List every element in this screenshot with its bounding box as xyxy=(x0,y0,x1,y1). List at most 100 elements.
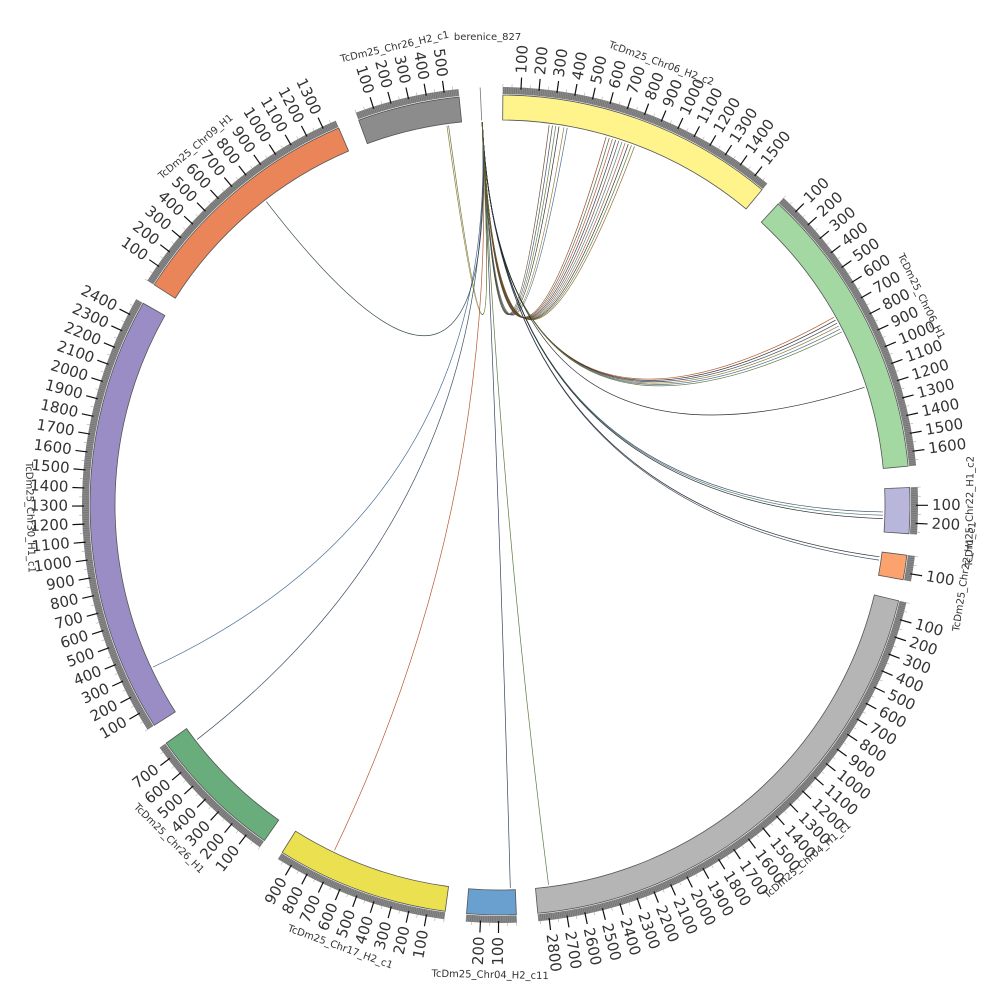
minor-tick xyxy=(905,570,913,573)
minor-tick xyxy=(735,841,740,848)
major-tick xyxy=(129,712,141,720)
minor-tick xyxy=(855,295,862,300)
minor-tick xyxy=(885,646,893,650)
minor-tick xyxy=(333,882,338,889)
segment-arc xyxy=(281,830,449,912)
minor-tick xyxy=(416,907,419,918)
segment-arc xyxy=(883,487,911,535)
minor-tick xyxy=(831,257,837,262)
minor-tick xyxy=(100,382,108,385)
minor-tick xyxy=(247,832,253,839)
minor-tick xyxy=(707,859,714,869)
minor-tick xyxy=(898,402,906,405)
minor-tick xyxy=(886,645,893,649)
major-tick xyxy=(807,216,818,226)
minor-tick xyxy=(808,228,815,234)
minor-tick xyxy=(139,713,147,718)
minor-tick xyxy=(904,429,912,431)
minor-tick xyxy=(213,803,219,810)
minor-tick xyxy=(207,799,214,805)
minor-tick xyxy=(678,875,682,882)
minor-tick xyxy=(536,88,538,96)
minor-tick xyxy=(250,165,257,175)
minor-tick xyxy=(739,165,745,172)
major-tick xyxy=(171,771,182,781)
minor-tick xyxy=(422,94,424,102)
major-tick xyxy=(317,117,324,129)
minor-tick xyxy=(126,689,134,694)
minor-tick xyxy=(83,568,94,571)
minor-tick xyxy=(86,564,94,566)
minor-tick xyxy=(597,904,600,912)
minor-tick xyxy=(573,909,575,917)
major-tick xyxy=(873,686,886,693)
minor-tick xyxy=(130,702,140,708)
minor-tick xyxy=(692,135,697,143)
minor-tick xyxy=(890,374,898,378)
minor-tick xyxy=(83,467,91,469)
minor-tick xyxy=(83,471,91,473)
minor-tick xyxy=(115,667,123,671)
tick-label: 200 xyxy=(531,45,552,75)
minor-tick xyxy=(863,309,870,314)
minor-tick xyxy=(584,95,587,103)
minor-tick xyxy=(827,753,836,760)
segment-arc xyxy=(878,551,908,581)
minor-tick xyxy=(415,907,418,915)
minor-tick xyxy=(725,155,730,162)
minor-tick xyxy=(598,99,601,106)
minor-tick xyxy=(781,200,787,206)
minor-tick xyxy=(127,315,134,319)
link-tcdm25-chr04-h2-c11 xyxy=(481,122,511,888)
minor-tick xyxy=(906,445,914,447)
major-tick xyxy=(82,595,95,599)
minor-tick xyxy=(794,212,800,219)
minor-tick xyxy=(119,331,127,335)
segment-arc xyxy=(535,594,900,914)
minor-tick xyxy=(844,728,851,733)
minor-tick xyxy=(697,138,702,145)
major-tick xyxy=(626,97,632,110)
minor-tick xyxy=(225,814,231,821)
tick-label: 100 xyxy=(925,567,956,589)
minor-tick xyxy=(576,908,579,916)
minor-tick xyxy=(95,388,106,392)
major-tick xyxy=(754,166,763,177)
minor-tick xyxy=(146,724,153,729)
minor-tick xyxy=(906,441,917,444)
segment-arc xyxy=(153,127,350,299)
minor-tick xyxy=(275,151,281,159)
minor-tick xyxy=(221,811,227,817)
minor-tick xyxy=(726,847,731,855)
segment-tcdm25-chr30-h1-c1: 1002003004005006007008009001000110012001… xyxy=(23,281,176,743)
minor-tick xyxy=(749,831,755,838)
minor-tick xyxy=(148,278,155,283)
minor-tick xyxy=(91,603,101,606)
minor-tick xyxy=(736,840,741,847)
minor-tick xyxy=(847,723,857,730)
minor-tick xyxy=(898,604,906,607)
minor-tick xyxy=(640,891,644,898)
minor-tick xyxy=(638,891,642,899)
minor-tick xyxy=(239,178,244,184)
minor-tick xyxy=(903,423,914,426)
minor-tick xyxy=(97,615,105,618)
minor-tick xyxy=(905,574,912,577)
minor-tick xyxy=(371,107,374,115)
minor-tick xyxy=(892,624,900,628)
major-tick xyxy=(896,376,909,382)
minor-tick xyxy=(95,399,103,403)
minor-tick xyxy=(687,870,692,877)
minor-tick xyxy=(239,826,244,832)
minor-tick xyxy=(840,734,847,739)
minor-tick xyxy=(380,899,385,909)
minor-tick xyxy=(746,833,752,840)
minor-tick xyxy=(139,718,149,724)
minor-tick xyxy=(404,97,407,105)
minor-tick xyxy=(858,705,866,710)
link-tcdm25-chr06-h2-c2 xyxy=(481,122,550,315)
minor-tick xyxy=(694,136,699,144)
minor-tick xyxy=(882,655,890,659)
minor-tick xyxy=(93,601,101,604)
minor-tick xyxy=(693,867,698,874)
